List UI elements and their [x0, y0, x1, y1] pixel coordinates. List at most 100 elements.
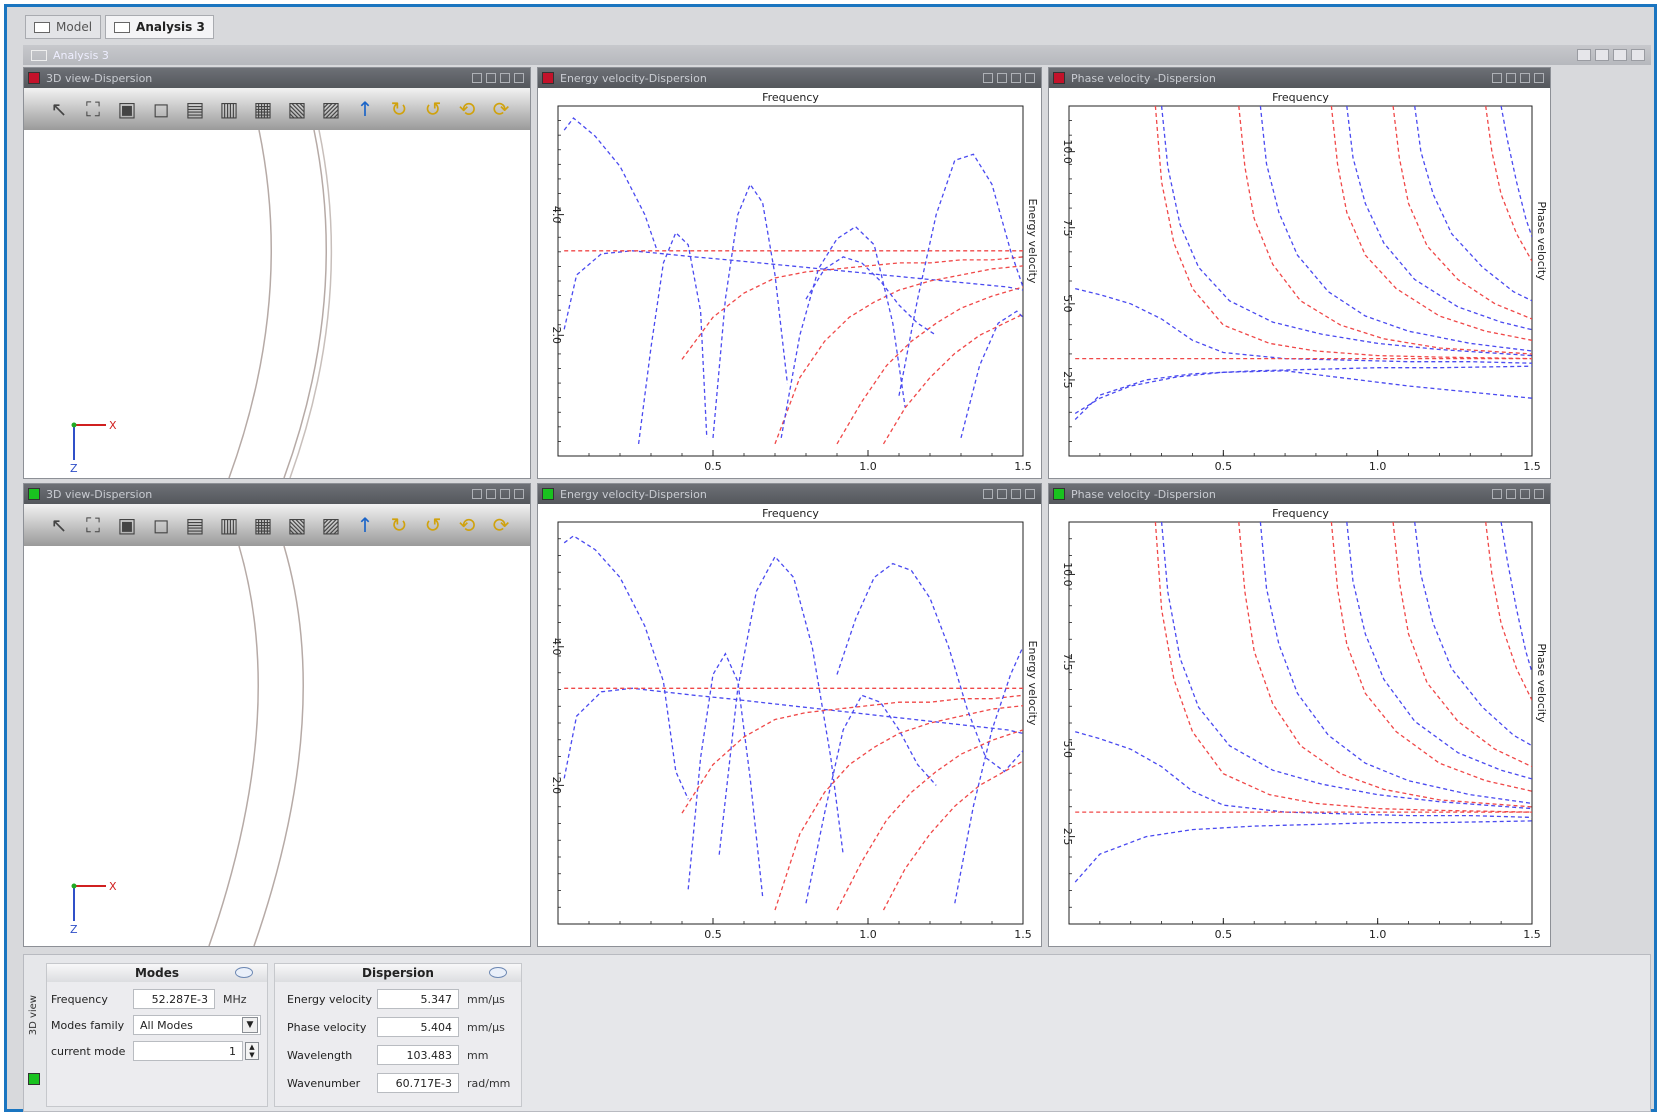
cube-back-icon[interactable]: ◻	[152, 513, 170, 537]
rotate-y-icon[interactable]: ↺	[424, 513, 442, 537]
rotate-free-icon[interactable]: ⟳	[492, 513, 510, 537]
fit-view-icon[interactable]: ⛶	[86, 97, 100, 121]
collapse-icon[interactable]	[235, 967, 253, 978]
cube-bottom-icon[interactable]: ▧	[287, 97, 307, 121]
series-line-blue	[1414, 522, 1532, 747]
cube-left-icon[interactable]: ▤	[185, 97, 205, 121]
energy-velocity-unit: mm/µs	[467, 992, 505, 1006]
series-line-blue	[836, 562, 1023, 773]
rotate-z-icon[interactable]: ⟲	[458, 97, 476, 121]
panel-menu-button[interactable]	[1492, 73, 1502, 83]
panel-close-button[interactable]	[514, 73, 524, 83]
phase-velocity-field[interactable]: 5.404	[377, 1017, 459, 1037]
panel-pin-button[interactable]	[500, 489, 510, 499]
panel-pin-button[interactable]	[1520, 489, 1530, 499]
tile-button[interactable]	[1613, 49, 1627, 61]
analysis-title-bar: Analysis 3	[23, 45, 1651, 65]
rotate-x-icon[interactable]: ↻	[390, 97, 408, 121]
chevron-down-icon[interactable]: ▼	[242, 1017, 258, 1033]
y-tick-label: 5.0	[1061, 295, 1074, 313]
energy-velocity-plot[interactable]: Frequency 0.5 1.0 1.5 2.0 4.0 Energy velocity	[538, 88, 1041, 478]
select-arrow-icon[interactable]: ↖	[50, 513, 68, 537]
cube-left-icon[interactable]: ▤	[185, 513, 205, 537]
up-arrow-icon[interactable]: ↑	[356, 513, 374, 537]
select-arrow-icon[interactable]: ↖	[50, 97, 68, 121]
panel-close-button[interactable]	[1534, 73, 1544, 83]
cube-right-icon[interactable]: ▥	[219, 97, 239, 121]
x-tick-label: 1.5	[1523, 460, 1541, 473]
panel-menu-button[interactable]	[983, 73, 993, 83]
panel-menu-button[interactable]	[1492, 489, 1502, 499]
wavenumber-field[interactable]: 60.717E-3	[377, 1073, 459, 1093]
x-tick-label: 0.5	[1215, 460, 1233, 473]
panel-pin-button[interactable]	[1520, 73, 1530, 83]
x-tick-label: 0.5	[704, 928, 722, 941]
tab-analysis-3[interactable]: Analysis 3	[105, 15, 214, 39]
collapse-icon[interactable]	[489, 967, 507, 978]
tab-label: Analysis 3	[136, 20, 205, 34]
panel-color-indicator	[1053, 488, 1065, 500]
rotate-free-icon[interactable]: ⟳	[492, 97, 510, 121]
panel-close-button[interactable]	[1025, 489, 1035, 499]
3d-viewport[interactable]: X Z	[24, 130, 530, 478]
phase-velocity-panel-top: Phase velocity -Dispersion Frequency 0.5 1…	[1048, 67, 1551, 479]
phase-velocity-plot[interactable]: Frequency 0.5 1.0 1.5 2.5 5.0 7.5 10.0 Phase vel…	[1049, 504, 1550, 946]
cube-right-icon[interactable]: ▥	[219, 513, 239, 537]
stepper-down-icon[interactable]: ▼	[249, 1051, 255, 1059]
panel-float-button[interactable]	[997, 73, 1007, 83]
panel-float-button[interactable]	[1506, 73, 1516, 83]
series-line-red	[1154, 106, 1532, 360]
panel-float-button[interactable]	[486, 73, 496, 83]
panel-pin-button[interactable]	[1011, 489, 1021, 499]
maximize-button[interactable]	[1631, 49, 1645, 61]
current-mode-field[interactable]: 1	[133, 1041, 243, 1061]
wavelength-field[interactable]: 103.483	[377, 1045, 459, 1065]
tab-model[interactable]: Model	[25, 15, 102, 39]
wavenumber-row: Wavenumber 60.717E-3 rad/mm	[287, 1072, 510, 1094]
stepper-up-icon[interactable]: ▲	[249, 1043, 255, 1051]
cube-iso-icon[interactable]: ▨	[321, 513, 341, 537]
3d-viewport[interactable]: X Z	[24, 546, 530, 946]
panel-menu-button[interactable]	[472, 489, 482, 499]
series-line-blue	[563, 687, 1023, 779]
panel-pin-button[interactable]	[1011, 73, 1021, 83]
rotate-y-icon[interactable]: ↺	[424, 97, 442, 121]
panel-close-button[interactable]	[1534, 489, 1544, 499]
panel-menu-button[interactable]	[472, 73, 482, 83]
modes-group-header: Modes	[47, 964, 267, 982]
y-tick-label: 2.5	[1061, 371, 1074, 389]
restore-button[interactable]	[1595, 49, 1609, 61]
cube-top-icon[interactable]: ▦	[253, 513, 273, 537]
y-tick-label: 10.0	[1061, 139, 1074, 164]
cube-top-icon[interactable]: ▦	[253, 97, 273, 121]
modes-family-select[interactable]: All Modes ▼	[133, 1015, 261, 1035]
panel-pin-button[interactable]	[500, 73, 510, 83]
axis-z-label: Z	[70, 923, 78, 936]
panel-menu-button[interactable]	[983, 489, 993, 499]
modes-family-label: Modes family	[51, 1018, 125, 1032]
minimize-button[interactable]	[1577, 49, 1591, 61]
cube-bottom-icon[interactable]: ▧	[287, 513, 307, 537]
panel-close-button[interactable]	[514, 489, 524, 499]
phase-velocity-label: Phase velocity	[287, 1020, 367, 1034]
energy-velocity-field[interactable]: 5.347	[377, 989, 459, 1009]
panel-float-button[interactable]	[486, 489, 496, 499]
series-line-blue	[563, 117, 658, 252]
up-arrow-icon[interactable]: ↑	[356, 97, 374, 121]
current-mode-stepper[interactable]: ▲ ▼	[245, 1042, 259, 1060]
panel-float-button[interactable]	[1506, 489, 1516, 499]
y-tick-label: 4.0	[550, 638, 563, 656]
cube-iso-icon[interactable]: ▨	[321, 97, 341, 121]
fit-view-icon[interactable]: ⛶	[86, 513, 100, 537]
frequency-field[interactable]: 52.287E-3	[133, 989, 215, 1009]
side-3d-view-tab[interactable]: 3D view	[28, 995, 42, 1085]
rotate-x-icon[interactable]: ↻	[390, 513, 408, 537]
cube-front-icon[interactable]: ▣	[117, 97, 137, 121]
panel-close-button[interactable]	[1025, 73, 1035, 83]
rotate-z-icon[interactable]: ⟲	[458, 513, 476, 537]
cube-back-icon[interactable]: ◻	[152, 97, 170, 121]
phase-velocity-plot[interactable]: Frequency 0.5 1.0 1.5 2.5 5.0 7.5 10.0 Phase vel…	[1049, 88, 1550, 478]
energy-velocity-plot[interactable]: Frequency 0.5 1.0 1.5 2.0 4.0 Energy velocity	[538, 504, 1041, 946]
panel-float-button[interactable]	[997, 489, 1007, 499]
cube-front-icon[interactable]: ▣	[117, 513, 137, 537]
